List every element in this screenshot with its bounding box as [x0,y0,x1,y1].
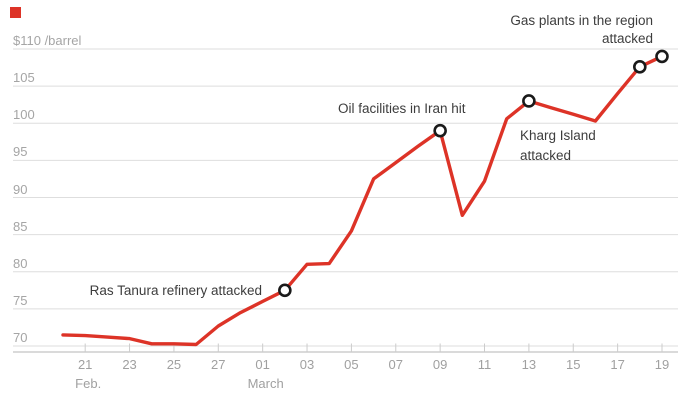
y-axis-tick-label: 100 [13,107,35,123]
event-annotation-line: Gas plants in the region [510,13,653,28]
x-axis-tick-label: 15 [566,357,581,372]
x-axis-tick-label: 03 [299,357,315,372]
event-annotation-line: Oil facilities in Iran hit [338,101,466,116]
event-annotation: Ras Tanura refinery attacked [90,281,262,300]
x-axis-tick-label: 13 [521,357,537,372]
event-marker [633,60,647,74]
x-axis-tick-label: 11 [477,357,492,372]
x-axis-tick-label: 25 [166,357,182,372]
x-axis-tick-label: 27 [211,357,226,372]
event-annotation: Gas plants in the region attacked [510,12,653,48]
y-axis-tick-label: 70 [13,330,28,345]
y-axis-tick-label: 95 [13,144,28,160]
x-axis-tick-label: 01 [255,357,270,372]
event-annotation-line: attacked [601,31,653,46]
y-axis-unit-label: $110 /barrel [13,33,82,48]
x-axis-tick-label: 09 [432,357,448,372]
x-axis-tick-label: 19 [654,357,670,372]
series-color-key-icon [10,7,21,18]
x-axis-month-label: Feb. [75,376,102,391]
price-line [61,54,664,347]
event-annotation-line: attacked [520,148,572,163]
y-axis-tick-label: 85 [13,218,28,234]
x-axis-month-label: March [247,376,284,391]
x-axis-tick-label: 17 [610,357,625,372]
y-axis-tick-label: 75 [13,292,28,308]
y-axis-tick-label: 80 [13,255,28,271]
y-axis-tick-label: 105 [13,70,35,86]
event-annotation-line: Ras Tanura refinery attacked [89,283,262,298]
event-marker [278,283,292,298]
event-annotation: Kharg Island attacked [520,126,596,166]
x-axis-tick-label: 21 [77,357,93,372]
event-marker [655,49,669,64]
x-axis-tick-label: 23 [122,357,137,372]
y-axis-tick-label: 90 [13,181,28,197]
event-annotation-line: Kharg Island [520,128,596,143]
event-marker [433,123,447,138]
x-axis-tick-label: 05 [344,357,359,372]
event-annotation: Oil facilities in Iran hit [338,99,466,118]
event-marker [522,94,536,108]
x-axis-tick-label: 07 [388,357,403,372]
